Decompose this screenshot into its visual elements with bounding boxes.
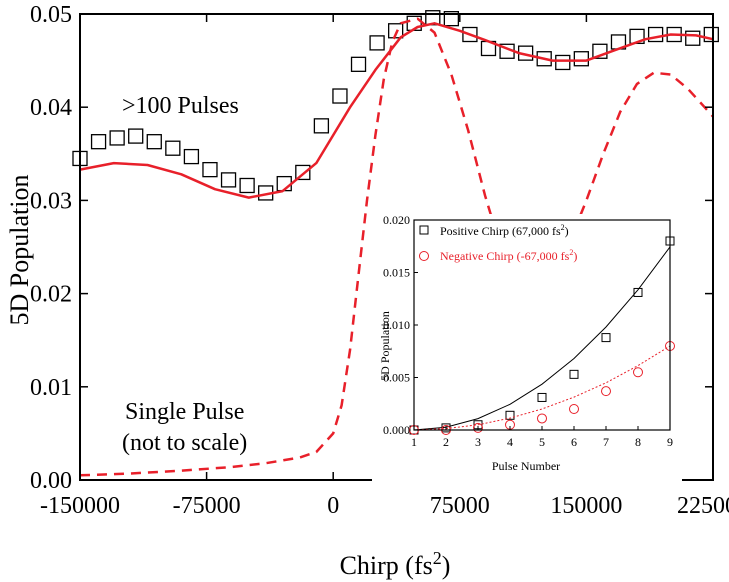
main-y-tick-label: 0.00 (30, 468, 72, 494)
inset-positive-point (537, 392, 547, 402)
legend-negative-sup: 2 (569, 248, 573, 257)
main-y-tick-label: 0.03 (30, 188, 72, 214)
main-data-square (685, 30, 701, 46)
main-x-tick-label: 75000 (430, 493, 490, 519)
main-x-tick-label: 225000 (677, 493, 729, 519)
inset-chart: 1 2 3 4 5 6 7 8 9 0.000 0.005 0.010 0.015 0.020 Posit… (372, 213, 682, 484)
inset-positive-fit-line (413, 246, 671, 431)
main-data-square (573, 51, 589, 67)
inset-x-tick-label: 7 (603, 435, 609, 449)
legend-positive-close: ) (565, 224, 569, 238)
main-data-square (443, 11, 460, 27)
main-x-tick-label: 0 (327, 493, 339, 519)
main-chart: -150000-750000750001500002250000.000.010… (5, 2, 729, 580)
main-data-square (90, 134, 107, 150)
legend-marker-positive (419, 225, 429, 235)
main-data-square (220, 172, 237, 188)
main-y-tick-label: 0.01 (30, 375, 72, 401)
inset-y-tick-label: 0.010 (383, 318, 410, 332)
main-x-axis-label-sup: 2 (433, 548, 442, 568)
inset-positive-point (569, 369, 579, 379)
main-x-axis-label: Chirp (fs2) (340, 548, 451, 580)
annotation-not-to-scale: (not to scale) (122, 430, 247, 456)
main-data-square (183, 148, 200, 165)
inset-x-tick-label: 2 (443, 435, 449, 449)
legend-negative-close: ) (573, 249, 577, 263)
inset-y-tick-label: 0.020 (383, 213, 410, 227)
main-x-tick-label: -150000 (40, 493, 120, 519)
main-data-square (388, 23, 404, 39)
inset-x-tick-label: 1 (411, 435, 417, 449)
inset-negative-point (601, 386, 611, 397)
main-data-square (239, 177, 255, 194)
legend-negative-text: Negative Chirp (-67,000 fs (440, 249, 570, 263)
legend-positive-text: Positive Chirp (67,000 fs (440, 224, 561, 238)
main-data-square (109, 130, 125, 146)
main-y-tick-label: 0.02 (30, 282, 72, 308)
main-data-square (369, 35, 385, 51)
many-pulse-fit-line (79, 22, 714, 199)
legend-positive-sup: 2 (561, 223, 565, 232)
main-data-square (165, 140, 181, 156)
main-y-tick-label: 0.04 (30, 95, 72, 121)
main-data-square (350, 56, 367, 72)
annotation-many-pulses: >100 Pulses (122, 93, 239, 119)
inset-series-layer (409, 236, 675, 435)
inset-y-tick-label: 0.005 (383, 371, 410, 385)
main-axis-ticks: -150000-750000750001500002250000.000.010… (30, 2, 729, 519)
inset-positive-point (505, 410, 515, 420)
inset-legend: Positive Chirp (67,000 fs2) Negative Chi… (419, 223, 577, 263)
main-data-square (555, 54, 571, 71)
inset-negative-point (537, 413, 547, 424)
inset-x-tick-label: 6 (571, 435, 577, 449)
main-y-tick-label: 0.05 (30, 2, 72, 28)
main-data-square (146, 134, 162, 150)
main-series-layer (72, 10, 719, 477)
inset-x-tick-label: 9 (667, 435, 673, 449)
inset-negative-point (569, 404, 579, 414)
inset-x-tick-label: 3 (475, 435, 481, 449)
inset-positive-point (601, 333, 611, 343)
main-x-axis-label-close: ) (442, 551, 451, 580)
inset-x-tick-label: 8 (635, 435, 641, 449)
inset-negative-point (473, 422, 483, 433)
inset-x-axis-label: Pulse Number (492, 459, 560, 473)
main-data-square (128, 128, 144, 144)
inset-y-tick-label: 0.000 (383, 423, 410, 437)
main-x-tick-label: 150000 (550, 493, 622, 519)
legend-marker-negative (419, 251, 429, 261)
legend-label-negative: Negative Chirp (-67,000 fs2) (440, 248, 577, 263)
main-y-axis-label: 5D Population (5, 175, 34, 326)
inset-y-axis-label: 5D Population (378, 311, 392, 381)
inset-x-tick-label: 5 (539, 435, 545, 449)
main-data-square (332, 88, 348, 104)
main-x-tick-label: -75000 (173, 493, 241, 519)
inset-axis-ticks: 1 2 3 4 5 6 7 8 9 0.000 0.005 0.010 0.015 0.020 (383, 213, 673, 449)
annotation-single-pulse: Single Pulse (125, 399, 244, 425)
legend-label-positive: Positive Chirp (67,000 fs2) (440, 223, 569, 238)
single-pulse-dashed-line (79, 17, 714, 477)
inset-x-tick-label: 4 (507, 435, 513, 449)
main-data-square (313, 118, 330, 134)
main-x-axis-label-text: Chirp (fs (340, 551, 433, 580)
inset-y-tick-label: 0.015 (383, 266, 410, 280)
main-data-square (202, 161, 218, 178)
inset-background (372, 214, 682, 484)
inset-positive-point (633, 287, 643, 297)
inset-negative-point (633, 367, 643, 378)
